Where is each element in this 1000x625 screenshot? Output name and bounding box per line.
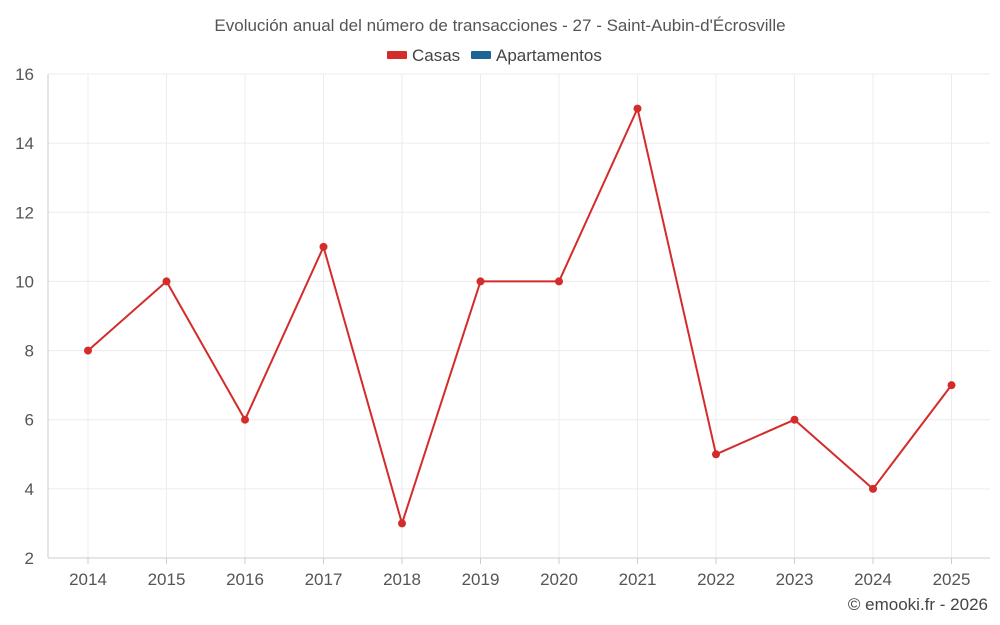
legend-item-casas[interactable]: Casas (387, 46, 460, 65)
legend[interactable]: Casas Apartamentos (387, 46, 602, 65)
y-tick-label: 4 (25, 480, 34, 499)
data-point-casas[interactable] (476, 277, 485, 286)
x-tick-label: 2017 (305, 570, 343, 589)
data-point-casas[interactable] (398, 519, 406, 528)
x-tick-label: 2022 (697, 570, 735, 589)
x-tick-label: 2024 (854, 570, 892, 589)
x-tick-label: 2015 (148, 570, 186, 589)
data-point-casas[interactable] (319, 242, 328, 251)
chart-title: Evolución anual del número de transaccio… (214, 16, 785, 35)
x-tick-label: 2023 (776, 570, 814, 589)
x-tick-label: 2019 (462, 570, 500, 589)
data-point-casas[interactable] (633, 104, 642, 113)
series (84, 104, 956, 528)
data-point-casas[interactable] (162, 277, 171, 286)
data-point-casas[interactable] (241, 415, 249, 424)
y-tick-label: 10 (15, 272, 34, 291)
y-tick-label: 6 (25, 411, 34, 430)
data-point-casas[interactable] (712, 450, 720, 459)
x-tick-label: 2020 (540, 570, 578, 589)
x-tick-label: 2018 (383, 570, 421, 589)
data-point-casas[interactable] (84, 346, 92, 355)
axes (47, 74, 990, 564)
y-tick-label: 12 (15, 203, 34, 222)
x-tick-label: 2014 (69, 570, 107, 589)
series-line-casas (87, 107, 953, 525)
x-tick-label: 2021 (619, 570, 657, 589)
legend-swatch-casas (387, 51, 407, 59)
x-tick-label: 2025 (933, 570, 971, 589)
legend-item-apartamentos[interactable]: Apartamentos (471, 46, 602, 65)
x-tick-label: 2016 (226, 570, 264, 589)
data-point-casas[interactable] (555, 277, 563, 286)
y-tick-label: 14 (15, 134, 34, 153)
y-tick-label: 8 (25, 342, 34, 361)
legend-swatch-apartamentos (471, 51, 491, 59)
data-point-casas[interactable] (947, 381, 956, 390)
grid (48, 73, 990, 558)
credit: © emooki.fr - 2026 (848, 595, 988, 614)
legend-label-casas: Casas (412, 46, 460, 65)
y-tick-label: 16 (15, 65, 34, 84)
data-point-casas[interactable] (790, 415, 799, 424)
y-axis-ticks: 2 4 6 8 10 12 14 16 (15, 65, 34, 568)
x-axis-ticks: 2014 2015 2016 2017 2018 2019 2020 2021 2022 2023… (69, 570, 970, 589)
legend-label-apartamentos: Apartamentos (496, 46, 602, 65)
data-point-casas[interactable] (869, 484, 877, 493)
y-tick-label: 2 (25, 549, 34, 568)
